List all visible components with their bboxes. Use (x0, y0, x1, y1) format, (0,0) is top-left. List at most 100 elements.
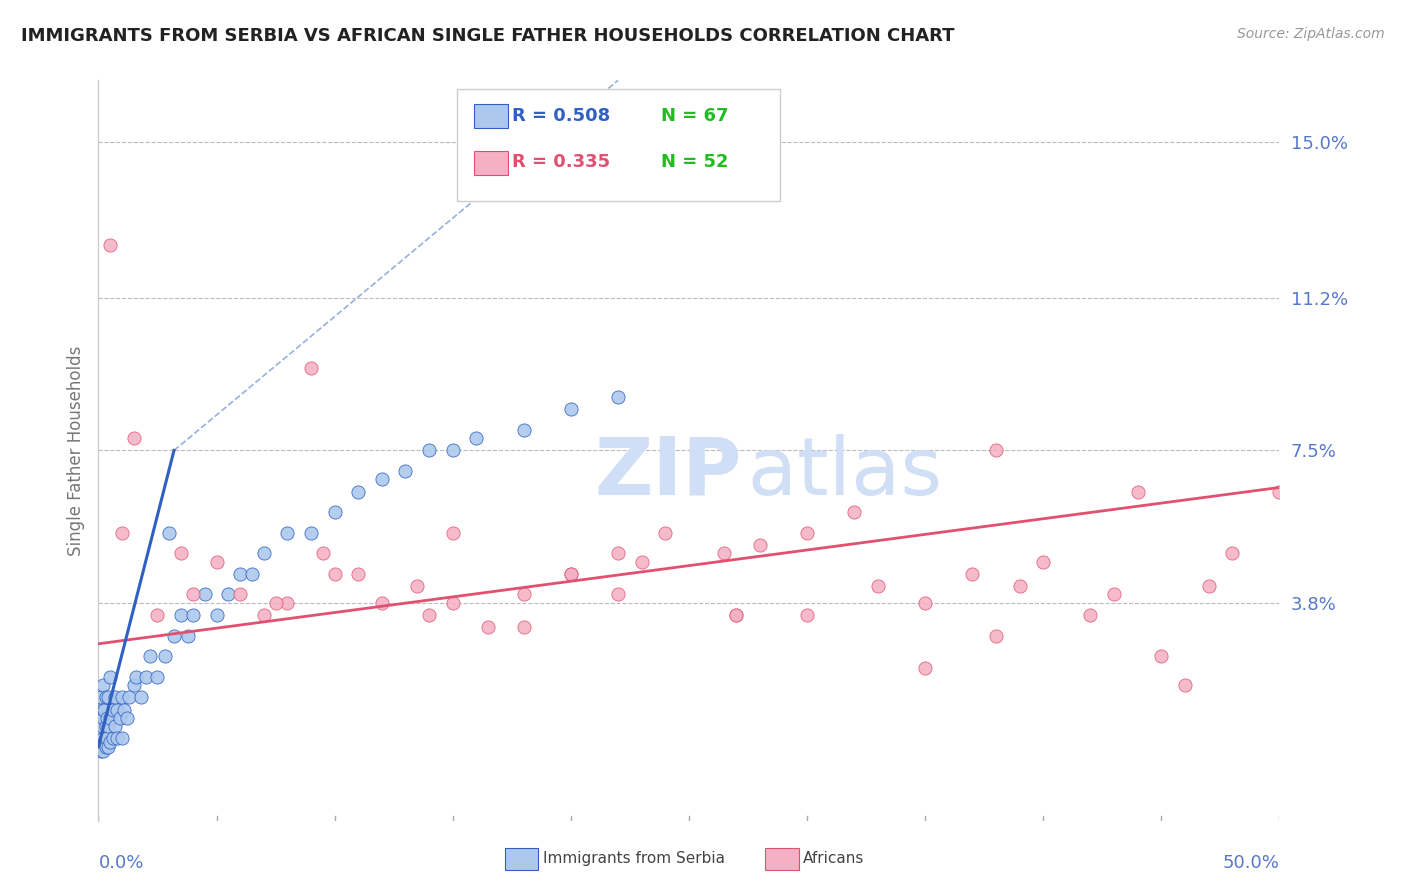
Point (748, 538, 770, 552)
Point (560, 566, 582, 581)
Point (101, 731, 124, 746)
Point (323, 505, 346, 519)
Point (97, 719, 120, 733)
Point (371, 472, 394, 486)
Point (98, 735, 121, 749)
Point (217, 587, 239, 601)
Point (170, 546, 193, 560)
Point (93, 703, 115, 717)
Point (90, 727, 112, 741)
Point (1150, 649, 1173, 664)
Point (139, 649, 162, 664)
Point (725, 607, 748, 622)
Point (91, 703, 114, 717)
Text: Immigrants from Serbia: Immigrants from Serbia (543, 851, 724, 865)
Point (347, 484, 370, 499)
Point (1126, 484, 1149, 499)
Point (1174, 678, 1197, 692)
Point (129, 690, 152, 705)
Point (90, 735, 112, 749)
Point (177, 628, 200, 642)
Point (560, 566, 582, 581)
Point (105, 731, 128, 746)
Text: R = 0.335: R = 0.335 (512, 153, 610, 171)
Text: N = 67: N = 67 (661, 107, 728, 125)
Point (713, 546, 735, 560)
Point (112, 703, 135, 717)
Point (299, 525, 322, 540)
Point (418, 607, 440, 622)
Point (725, 607, 748, 622)
Text: Source: ZipAtlas.com: Source: ZipAtlas.com (1237, 27, 1385, 41)
Point (465, 431, 488, 445)
Point (441, 443, 464, 458)
Point (512, 423, 534, 437)
Point (512, 587, 534, 601)
Point (135, 670, 157, 684)
Point (312, 546, 335, 560)
Point (170, 607, 193, 622)
Point (323, 566, 346, 581)
Point (205, 554, 228, 569)
Point (607, 546, 630, 560)
Point (406, 579, 429, 593)
Point (90, 744, 112, 758)
Point (240, 566, 263, 581)
Point (418, 443, 440, 458)
Point (157, 525, 180, 540)
Point (94, 690, 117, 705)
Text: 50.0%: 50.0% (1223, 854, 1279, 871)
Point (441, 596, 464, 610)
Point (118, 690, 141, 705)
Point (111, 525, 134, 540)
Point (984, 443, 1007, 458)
Point (101, 703, 124, 717)
Point (98, 670, 121, 684)
Point (125, 670, 148, 684)
Point (229, 566, 252, 581)
Point (1102, 587, 1125, 601)
Text: Africans: Africans (803, 851, 865, 865)
Point (276, 525, 298, 540)
Text: ZIP: ZIP (595, 434, 742, 512)
Y-axis label: Single Father Households: Single Father Households (66, 345, 84, 556)
Point (98, 711, 121, 725)
Point (253, 546, 276, 560)
Point (844, 505, 866, 519)
Point (91, 731, 114, 746)
Point (91, 739, 114, 754)
Point (914, 596, 936, 610)
Text: atlas: atlas (595, 434, 942, 512)
Point (111, 690, 134, 705)
Point (796, 525, 818, 540)
Point (97, 690, 120, 705)
Point (866, 579, 889, 593)
Point (94, 739, 117, 754)
Point (91, 678, 114, 692)
Point (181, 607, 204, 622)
Text: N = 52: N = 52 (661, 153, 728, 171)
Point (276, 596, 298, 610)
Point (1220, 546, 1243, 560)
Point (105, 703, 128, 717)
Point (122, 431, 145, 445)
Point (299, 361, 322, 376)
Point (122, 678, 145, 692)
Point (96, 711, 118, 725)
Point (984, 628, 1007, 642)
Point (97, 739, 120, 754)
Point (654, 525, 676, 540)
Point (98, 237, 121, 252)
Point (153, 649, 176, 664)
Point (1198, 579, 1220, 593)
Point (91, 711, 114, 725)
Point (181, 587, 204, 601)
Text: IMMIGRANTS FROM SERBIA VS AFRICAN SINGLE FATHER HOUSEHOLDS CORRELATION CHART: IMMIGRANTS FROM SERBIA VS AFRICAN SINGLE… (21, 27, 955, 45)
Point (96, 731, 118, 746)
Point (93, 735, 115, 749)
Point (560, 402, 582, 417)
Point (94, 719, 117, 733)
Point (163, 628, 186, 642)
Point (91, 744, 114, 758)
Point (111, 731, 134, 746)
